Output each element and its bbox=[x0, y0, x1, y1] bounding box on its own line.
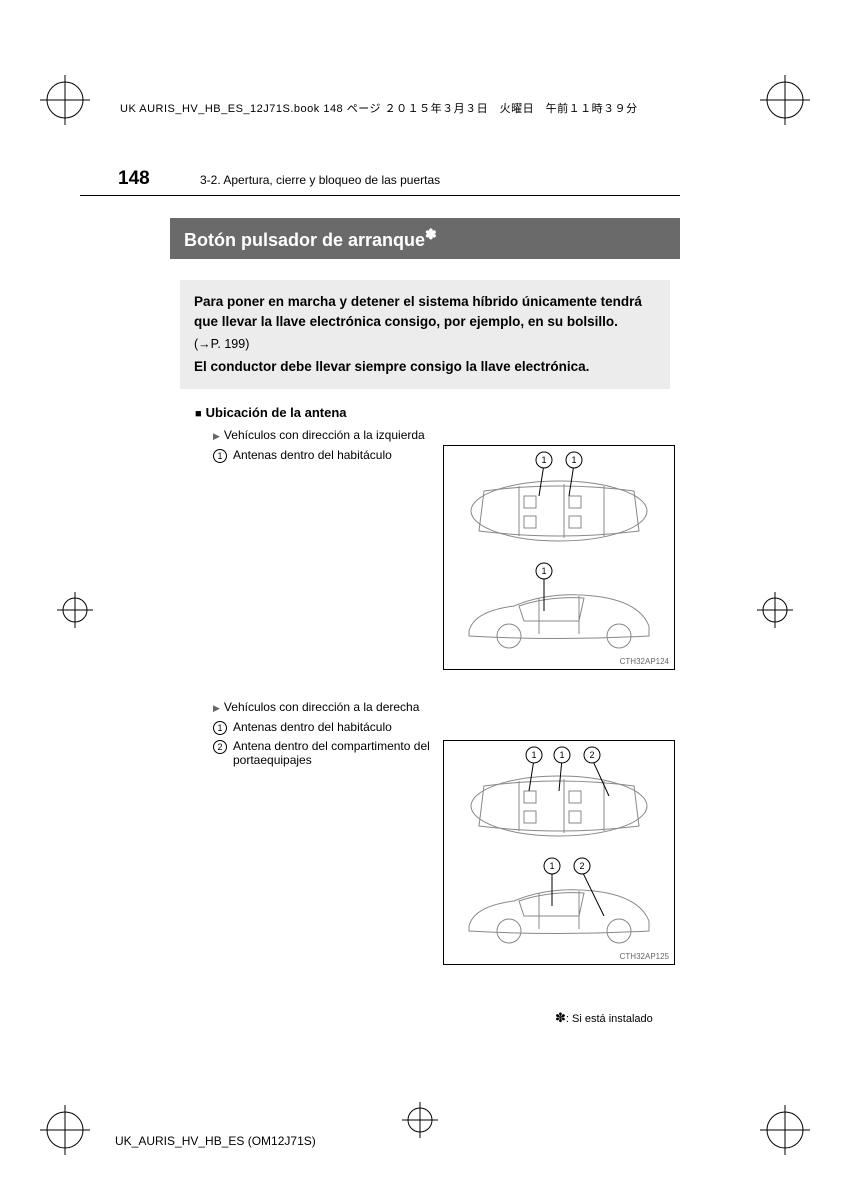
block1-bullet: Vehículos con dirección a la izquierda bbox=[213, 428, 675, 442]
block2-item2: 2 Antena dentro del compartimento del po… bbox=[213, 739, 435, 767]
subsection-title: Ubicación de la antena bbox=[195, 405, 675, 420]
figure1-label: CTH32AP124 bbox=[620, 657, 669, 666]
intro-line2: El conductor debe llevar siempre consigo… bbox=[194, 357, 656, 377]
block2-item1: 1 Antenas dentro del habitáculo bbox=[213, 720, 435, 735]
svg-text:2: 2 bbox=[579, 861, 584, 871]
figure-2: 1 1 2 1 2 CTH32AP125 bbox=[443, 740, 675, 965]
book-header-line: UK AURIS_HV_HB_ES_12J71S.book 148 ページ ２０… bbox=[120, 100, 638, 116]
svg-text:1: 1 bbox=[541, 455, 546, 465]
svg-text:2: 2 bbox=[589, 750, 594, 760]
svg-text:1: 1 bbox=[531, 750, 536, 760]
intro-ref: (→P. 199) bbox=[194, 335, 656, 353]
footnote-text: : Si está instalado bbox=[566, 1013, 653, 1025]
crop-mark-mr bbox=[755, 590, 795, 635]
crop-mark-bl bbox=[35, 1100, 95, 1165]
svg-text:1: 1 bbox=[571, 455, 576, 465]
figure-1: 1 1 1 CTH32AP124 bbox=[443, 445, 675, 670]
title-text: Botón pulsador de arranque bbox=[184, 230, 425, 250]
footnote-star: ✽ bbox=[555, 1010, 566, 1025]
svg-text:1: 1 bbox=[549, 861, 554, 871]
crop-mark-br bbox=[755, 1100, 815, 1165]
block1-item1-text: Antenas dentro del habitáculo bbox=[233, 448, 392, 462]
circled-2-icon: 2 bbox=[213, 740, 227, 754]
figure2-label: CTH32AP125 bbox=[620, 952, 669, 961]
circled-1-icon: 1 bbox=[213, 721, 227, 735]
footnote: ✽: Si está instalado bbox=[555, 1010, 653, 1026]
page-number: 148 bbox=[118, 168, 150, 190]
title-asterisk: ✽ bbox=[425, 226, 437, 242]
circled-1-icon: 1 bbox=[213, 449, 227, 463]
block2-item1-text: Antenas dentro del habitáculo bbox=[233, 720, 392, 734]
intro-line1: Para poner en marcha y detener el sistem… bbox=[194, 292, 656, 331]
svg-text:1: 1 bbox=[541, 566, 546, 576]
crop-mark-tr bbox=[755, 70, 815, 135]
title-banner: Botón pulsador de arranque✽ bbox=[170, 218, 680, 259]
crop-mark-mid bbox=[400, 1100, 440, 1145]
crop-mark-ml bbox=[55, 590, 95, 635]
header-rule bbox=[80, 195, 680, 196]
crop-mark-tl bbox=[35, 70, 95, 135]
footer-id: UK_AURIS_HV_HB_ES (OM12J71S) bbox=[115, 1134, 316, 1148]
section-label: 3-2. Apertura, cierre y bloqueo de las p… bbox=[200, 173, 440, 187]
intro-box: Para poner en marcha y detener el sistem… bbox=[180, 280, 670, 389]
block2-item2-text: Antena dentro del compartimento del port… bbox=[233, 739, 435, 767]
block2-bullet: Vehículos con dirección a la derecha bbox=[213, 700, 435, 714]
svg-text:1: 1 bbox=[559, 750, 564, 760]
content-block2: Vehículos con dirección a la derecha 1 A… bbox=[195, 700, 435, 771]
